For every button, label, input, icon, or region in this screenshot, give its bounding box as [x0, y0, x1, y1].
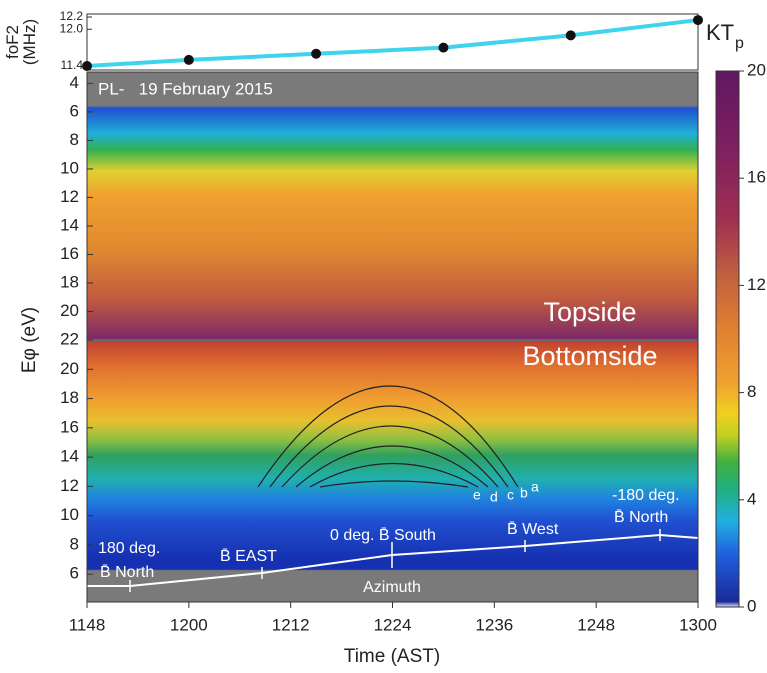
colorbar-tick-label: 8 [747, 382, 756, 401]
y-axis-label: Eφ (eV) [19, 307, 40, 373]
azimuth-title: Azimuth [363, 579, 421, 596]
y-tick-label: 22 [60, 329, 79, 348]
colorbar-tick-label: 20 [747, 60, 766, 79]
y-tick-label: 18 [60, 388, 79, 407]
arc-label: b [520, 485, 528, 501]
azimuth-label: B̄ North [614, 509, 668, 526]
x-tick-label: 1212 [272, 615, 310, 634]
x-tick-label: 1200 [170, 615, 208, 634]
y-axis-label: foF2(MHz) [3, 19, 39, 65]
y-tick-label: 11.4 [61, 58, 84, 72]
x-tick-label: 1148 [69, 615, 106, 634]
azimuth-label: 180 deg. [98, 540, 160, 557]
azimuth-label: 0 deg. B̄ South [330, 527, 436, 544]
y-tick-label: 6 [70, 101, 79, 120]
arc-label: a [531, 479, 539, 495]
colorbar-label: KT [706, 20, 734, 45]
x-tick-label: 1300 [679, 615, 717, 634]
fof2-point [183, 54, 194, 65]
azimuth-label: -180 deg. [612, 487, 680, 504]
y-tick-label: 16 [60, 417, 79, 436]
colorbar-tick-label: 12 [747, 275, 766, 294]
fof2-point [565, 30, 576, 41]
arcs [257, 385, 519, 488]
y-tick-label: 12.0 [60, 21, 84, 35]
azimuth-ticks [129, 529, 661, 592]
y-tick-label: 10 [60, 158, 79, 177]
colorbar-tick-label: 4 [747, 489, 756, 508]
y-tick-label: 12.2 [60, 9, 84, 23]
fof2-point [311, 48, 322, 59]
topside-spectrum [87, 72, 698, 340]
arc-label: c [507, 487, 514, 503]
x-tick-label: 1224 [374, 615, 412, 634]
fof2-line [86, 18, 699, 68]
panel-label: Topside [543, 297, 636, 327]
arc-label: e [473, 487, 481, 503]
azimuth-label: B̄ EAST [220, 548, 277, 565]
y-tick-label: 18 [60, 272, 79, 291]
y-tick-label: 8 [70, 130, 79, 149]
chart-title: PL- 19 February 2015 [98, 79, 273, 98]
y-tick-label: 10 [60, 505, 79, 524]
arc-label: d [490, 489, 498, 505]
colorbar [715, 70, 740, 608]
panel-label: Bottomside [522, 341, 657, 371]
y-tick-label: 8 [70, 534, 79, 553]
y-tick-label: 20 [60, 301, 79, 320]
x-tick-label: 1236 [475, 615, 513, 634]
fof2-point [438, 42, 449, 53]
y-tick-label: 12 [60, 476, 79, 495]
azimuth-label: B̄ West [507, 521, 559, 538]
y-axis-label-part: foF2 [3, 25, 22, 59]
azimuth-label: B̄ North [100, 564, 154, 581]
fof2-point [693, 15, 703, 26]
y-tick-label: 16 [60, 244, 79, 263]
x-axis-label: Time (AST) [344, 646, 440, 667]
x-tick-label: 1248 [577, 615, 615, 634]
y-tick-label: 6 [70, 564, 79, 583]
y-tick-label: 14 [60, 447, 79, 466]
y-axis-label-part: (MHz) [20, 19, 39, 65]
fof2-point [82, 61, 92, 71]
colorbar-tick-label: 0 [747, 596, 756, 615]
y-tick-label: 14 [60, 215, 79, 234]
y-tick-label: 4 [70, 73, 79, 92]
fof2-frame [86, 13, 699, 71]
colorbar-label-sub: p [735, 35, 744, 52]
colorbar-tick-label: 16 [747, 168, 766, 187]
y-tick-label: 20 [60, 359, 79, 378]
y-tick-label: 12 [60, 187, 79, 206]
